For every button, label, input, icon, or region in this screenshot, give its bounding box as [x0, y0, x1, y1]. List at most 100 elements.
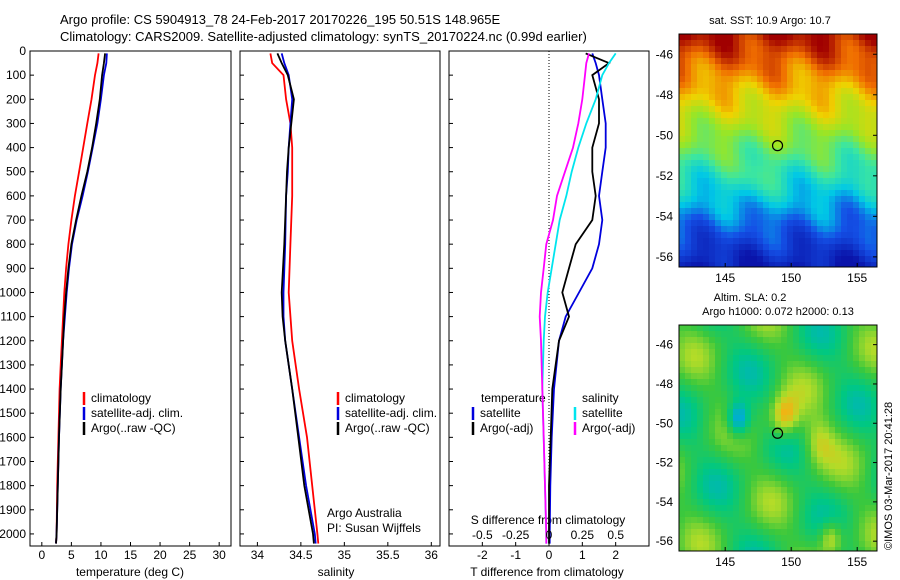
- difference-top-tick-label: -0.5: [472, 528, 493, 542]
- map-cell: [757, 403, 764, 410]
- map-cell: [781, 130, 788, 137]
- map-cell: [757, 202, 764, 209]
- map-cell: [703, 493, 710, 500]
- map-cell: [829, 511, 836, 518]
- map-cell: [739, 535, 746, 542]
- map-cell: [805, 541, 812, 548]
- map-cell: [757, 244, 764, 251]
- map-cell: [775, 178, 782, 185]
- map-cell: [739, 238, 746, 245]
- map-cell: [745, 190, 752, 197]
- map-cell: [793, 391, 800, 398]
- map-cell: [781, 523, 788, 530]
- map-cell: [745, 232, 752, 239]
- map-cell: [709, 106, 716, 113]
- map-cell: [679, 40, 686, 47]
- map-cell: [835, 190, 842, 197]
- map-cell: [865, 451, 872, 458]
- map-cell: [823, 100, 830, 107]
- map-cell: [745, 397, 752, 404]
- map-cell: [781, 487, 788, 494]
- map-cell: [787, 409, 794, 416]
- map-cell: [817, 499, 824, 506]
- map-cell: [769, 244, 776, 251]
- map-cell: [781, 184, 788, 191]
- difference-xlabel-top: S difference from climatology: [471, 513, 626, 527]
- map-cell: [709, 361, 716, 368]
- map-cell: [799, 373, 806, 380]
- map-cell: [745, 343, 752, 350]
- map-cell: [841, 136, 848, 143]
- map-cell: [733, 427, 740, 434]
- map-cell: [715, 148, 722, 155]
- map-cell: [859, 385, 866, 392]
- map-cell: [763, 148, 770, 155]
- map-cell: [703, 262, 710, 268]
- map-cell: [871, 391, 878, 398]
- map-cell: [733, 403, 740, 410]
- map-cell: [733, 535, 740, 542]
- map-cell: [823, 88, 830, 95]
- salinity-annotation-pi: PI: Susan Wijffels: [327, 521, 421, 535]
- map-cell: [721, 361, 728, 368]
- map-cell: [811, 463, 818, 470]
- map-cell: [847, 331, 854, 338]
- map-cell: [679, 343, 686, 350]
- map-cell: [763, 142, 770, 149]
- map-cell: [865, 535, 872, 542]
- map-cell: [727, 76, 734, 83]
- map-cell: [685, 499, 692, 506]
- map-cell: [817, 517, 824, 524]
- map-cell: [835, 238, 842, 245]
- map-cell: [727, 94, 734, 101]
- map-cell: [853, 343, 860, 350]
- map-cell: [745, 427, 752, 434]
- map-cell: [697, 262, 704, 268]
- map-cell: [805, 517, 812, 524]
- sst_map-lon-tick-label: 150: [781, 271, 801, 285]
- map-cell: [781, 391, 788, 398]
- map-cell: [751, 250, 758, 257]
- map-cell: [727, 469, 734, 476]
- map-cell: [799, 64, 806, 71]
- sla_map-argo-position-marker: [771, 427, 784, 439]
- map-cell: [805, 499, 812, 506]
- map-cell: [781, 511, 788, 518]
- map-cell: [841, 250, 848, 257]
- map-cell: [871, 445, 878, 452]
- map-cell: [679, 136, 686, 143]
- map-cell: [703, 190, 710, 197]
- map-cell: [841, 355, 848, 362]
- map-cell: [799, 172, 806, 179]
- figure-title-line2: Climatology: CARS2009. Satellite-adjuste…: [60, 29, 587, 44]
- map-cell: [817, 403, 824, 410]
- map-cell: [685, 409, 692, 416]
- map-cell: [739, 160, 746, 167]
- map-cell: [733, 511, 740, 518]
- map-cell: [817, 76, 824, 83]
- map-cell: [781, 379, 788, 386]
- map-cell: [763, 403, 770, 410]
- map-cell: [769, 172, 776, 179]
- map-cell: [853, 505, 860, 512]
- map-cell: [733, 52, 740, 59]
- map-cell: [793, 262, 800, 268]
- map-cell: [823, 160, 830, 167]
- map-cell: [721, 337, 728, 344]
- map-cell: [691, 505, 698, 512]
- map-cell: [679, 88, 686, 95]
- map-cell: [853, 76, 860, 83]
- map-cell: [769, 220, 776, 227]
- map-cell: [847, 523, 854, 530]
- map-cell: [775, 244, 782, 251]
- map-cell: [835, 100, 842, 107]
- map-cell: [763, 511, 770, 518]
- map-cell: [787, 337, 794, 344]
- map-cell: [733, 391, 740, 398]
- map-cell: [721, 463, 728, 470]
- map-cell: [721, 487, 728, 494]
- map-cell: [685, 160, 692, 167]
- difference-legend-s-argo: Argo(-adj): [582, 421, 635, 435]
- map-cell: [853, 238, 860, 245]
- map-cell: [709, 142, 716, 149]
